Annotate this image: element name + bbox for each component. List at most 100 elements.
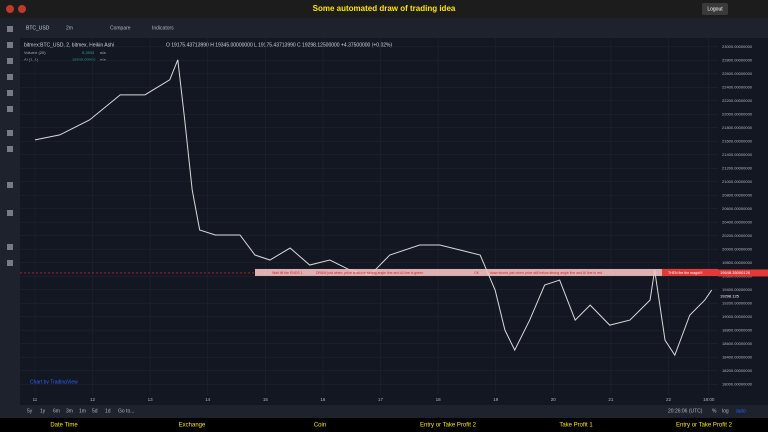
logout-label[interactable]: Logout (707, 6, 723, 12)
clock: 20:26:06 (UTC) (668, 408, 703, 414)
page-title: Some automated draw of trading idea (313, 4, 456, 13)
y-tick-label: 22000.00000000 (722, 111, 753, 116)
y-tick-label: 21400.00000000 (722, 152, 753, 157)
logout-button[interactable] (702, 3, 728, 15)
banner-text: DRAW just when: price is above strong an… (316, 271, 423, 275)
legend-series: bitmex:BTC_USD, 2, bitmex, Heikin Ashi (24, 42, 114, 48)
y-tick-label: 19000.00000000 (722, 314, 753, 319)
tool-icon[interactable] (7, 130, 13, 136)
x-tick-label: 14 (205, 397, 211, 402)
y-tick-label: 18000.00000000 (722, 381, 753, 386)
y-tick-label: 22600.00000000 (722, 71, 753, 76)
banner-highlight (662, 268, 718, 276)
banner-text: THEN fire the magic!!! (668, 271, 702, 275)
banner-text: draw shorts just when price still below … (490, 271, 602, 275)
tool-icon[interactable] (7, 42, 13, 48)
y-tick-label: 20200.00000000 (722, 233, 753, 238)
top-bar (0, 0, 768, 18)
icon[interactable] (6, 5, 14, 13)
icon[interactable] (18, 5, 26, 13)
watermark: Chart by TradingView (30, 379, 78, 385)
x-tick-label: 12 (90, 397, 96, 402)
x-tick-label: 11 (33, 397, 38, 402)
chart-panel (0, 18, 768, 418)
range-button[interactable]: 5d (92, 408, 98, 414)
goto[interactable]: Go to... (118, 408, 134, 414)
tool-icon[interactable] (7, 106, 13, 112)
y-tick-label: 18400.00000000 (722, 354, 753, 359)
symbol[interactable]: BTC_USD (26, 25, 50, 31)
range-button[interactable]: 5y (27, 408, 33, 414)
y-tick-label: 20400.00000000 (722, 219, 753, 224)
tool-icon[interactable] (7, 182, 13, 188)
y-tick-label: 21600.00000000 (722, 138, 753, 143)
y-tick-label: 20800.00000000 (722, 192, 753, 197)
x-tick-label: 18:00 (703, 397, 715, 402)
log-toggle[interactable]: log (722, 408, 729, 414)
y-tick-label: 20600.00000000 (722, 206, 753, 211)
footer-label: Take Profit 1 (559, 423, 593, 429)
tool-icon[interactable] (7, 26, 13, 32)
footer-label: Entry or Take Profit 2 (420, 423, 477, 429)
tool-icon[interactable] (7, 244, 13, 250)
y-tick-label: 18800.00000000 (722, 327, 753, 332)
x-tick-label: 20 (551, 397, 557, 402)
percent-toggle[interactable]: % (712, 408, 717, 414)
range-button[interactable]: 6m (53, 408, 60, 414)
price-tag (718, 269, 768, 277)
y-tick-label: 18200.00000000 (722, 368, 753, 373)
tool-icon[interactable] (7, 210, 13, 216)
tool-icon[interactable] (7, 260, 13, 266)
last-price-tag (718, 293, 768, 301)
legend-ai-name: AI (1, 1) (24, 57, 39, 62)
y-tick-label: 21800.00000000 (722, 125, 753, 130)
x-tick-label: 17 (378, 397, 384, 402)
y-tick-label: 18600.00000000 (722, 341, 753, 346)
left-toolbar (0, 18, 20, 418)
x-tick-label: 18 (436, 397, 442, 402)
tool-icon[interactable] (7, 58, 13, 64)
price-tag-label: 19648.35000126 (720, 270, 751, 275)
legend-volume-na: n/a (100, 50, 106, 55)
banner-text: OK (474, 271, 480, 275)
range-button[interactable]: 1y (40, 408, 46, 414)
interval[interactable]: 2m (66, 25, 73, 31)
y-tick-label: 19200.00000000 (722, 300, 753, 305)
y-tick-label: 19800.00000000 (722, 260, 753, 265)
legend-ohlc: O 19175.43713990 H 19345.00000000 L 1917… (166, 42, 392, 48)
footer-label: Coin (314, 423, 326, 429)
auto-toggle[interactable]: auto (736, 408, 746, 414)
y-tick-label: 22200.00000000 (722, 98, 753, 103)
bottom-toolbar (20, 405, 768, 418)
range-button[interactable]: 1m (79, 408, 86, 414)
y-tick-label: 20000.00000000 (722, 246, 753, 251)
tool-icon[interactable] (7, 74, 13, 80)
x-tick-label: 15 (263, 397, 269, 402)
top-toolbar (20, 18, 768, 38)
last-price-label: 19298.125 (720, 294, 740, 299)
x-tick-label: 21 (608, 397, 614, 402)
y-tick-label: 22400.00000000 (722, 84, 753, 89)
banner (255, 268, 718, 276)
legend-ai-na: n/a (100, 57, 106, 62)
x-tick-label: 13 (148, 397, 154, 402)
range-button[interactable]: 3m (66, 408, 73, 414)
y-tick-label: 22800.00000000 (722, 57, 753, 62)
y-tick-label: 19400.00000000 (722, 287, 753, 292)
compare[interactable]: Compare (110, 25, 131, 31)
legend-volume-value: 5.2838 (82, 50, 95, 55)
tool-icon[interactable] (7, 146, 13, 152)
tool-icon[interactable] (7, 90, 13, 96)
y-tick-label: 21000.00000000 (722, 179, 753, 184)
y-tick-label: 23000.00000000 (722, 44, 753, 49)
legend-ai-value: 19340.00000 (72, 57, 96, 62)
indicators[interactable]: Indicators (152, 25, 174, 31)
range-button[interactable]: 1d (105, 408, 111, 414)
x-tick-label: 22 (666, 397, 672, 402)
footer-label: Exchange (179, 423, 206, 429)
banner-text: Wait till the ENDS 1 (272, 271, 303, 275)
footer (0, 418, 768, 432)
x-tick-label: 19 (493, 397, 499, 402)
price-line (34, 59, 713, 357)
y-tick-label: 21200.00000000 (722, 165, 753, 170)
